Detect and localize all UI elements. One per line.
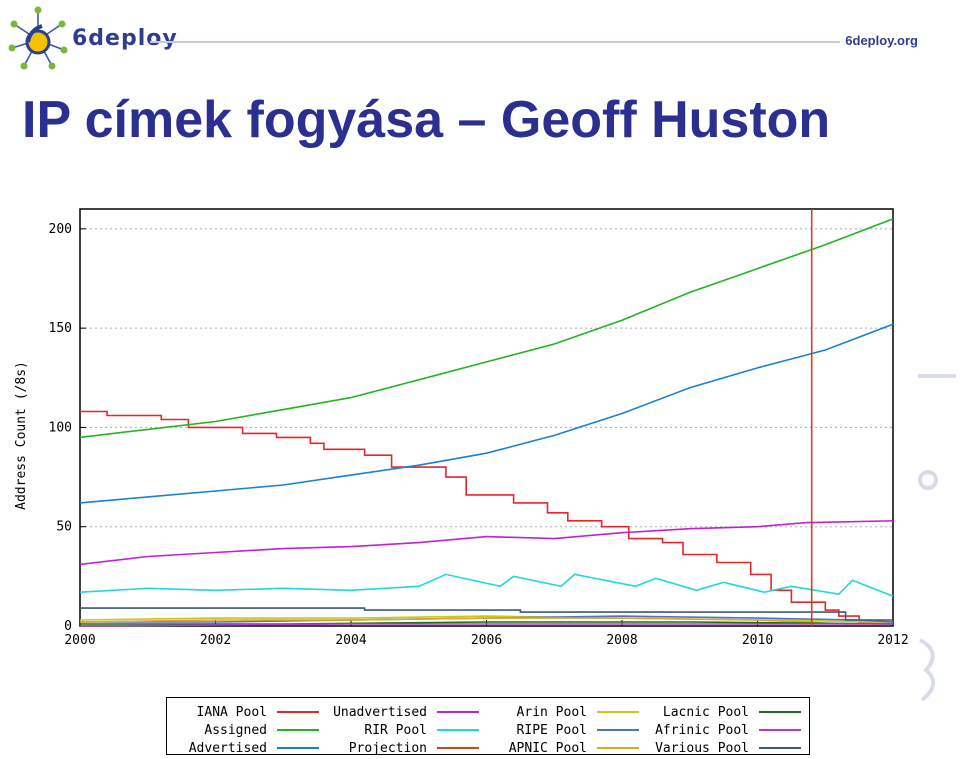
legend-label: RIR Pool <box>364 723 427 738</box>
slide-header: 6deploy 6deploy.org <box>0 0 960 80</box>
legend-label: Unadvertised <box>333 705 427 720</box>
series-line-lacnic-pool <box>80 621 894 625</box>
legend-label: APNIC Pool <box>509 741 587 754</box>
6deploy-logo-icon <box>8 6 68 70</box>
x-tick-label: 2004 <box>335 633 366 648</box>
y-axis-label: Address Count (/8s) <box>14 361 29 510</box>
slide-title: IP címek fogyása – Geoff Huston <box>22 91 831 149</box>
x-axis-label: Date <box>471 661 502 662</box>
address-count-chart: 0 50 100 150 200 2000 2002 2004 2006 2008 2010 2012… <box>14 208 909 662</box>
series-line-assigned <box>79 218 894 439</box>
y-tick-label: 100 <box>49 420 72 435</box>
y-tick-label: 50 <box>56 520 72 535</box>
legend-label: Assigned <box>204 723 267 738</box>
x-tick-label: 2010 <box>742 633 773 648</box>
y-tick-label: 200 <box>49 222 72 237</box>
series-line-ripe-pool <box>80 615 894 623</box>
decorative-ipv6-letters <box>918 374 956 702</box>
legend-label: Lacnic Pool <box>663 705 749 720</box>
brand-name: 6deploy <box>72 26 178 51</box>
series-line-unadvertised <box>79 520 894 566</box>
series-line-iana-pool <box>80 410 893 623</box>
legend-label: Arin Pool <box>517 705 587 720</box>
x-tick-label: 2000 <box>64 633 95 648</box>
series-line-various-pool <box>80 607 893 621</box>
header-divider <box>150 41 840 43</box>
x-tick-label: 2008 <box>606 633 637 648</box>
series-line-afrinic-pool <box>79 623 893 627</box>
x-tick-label: 2006 <box>471 633 502 648</box>
legend-label: Projection <box>349 741 427 754</box>
series-line-advertised <box>79 323 894 504</box>
x-tick-label: 2002 <box>200 633 231 648</box>
y-tick-label: 0 <box>64 619 72 634</box>
legend-label: IANA Pool <box>197 705 267 720</box>
x-tick-label: 2012 <box>877 633 908 648</box>
series-line-rir-pool <box>79 573 894 597</box>
legend-label: Afrinic Pool <box>655 723 749 738</box>
legend-label: Various Pool <box>655 741 749 754</box>
chart-legend: IANA Pool Assigned Advertised Unadvertised R… <box>166 697 810 756</box>
legend-label: Advertised <box>189 741 267 754</box>
plot-frame <box>79 208 894 627</box>
y-tick-label: 150 <box>49 321 72 336</box>
site-url: 6deploy.org <box>845 33 918 48</box>
legend-label: RIPE Pool <box>517 723 587 738</box>
